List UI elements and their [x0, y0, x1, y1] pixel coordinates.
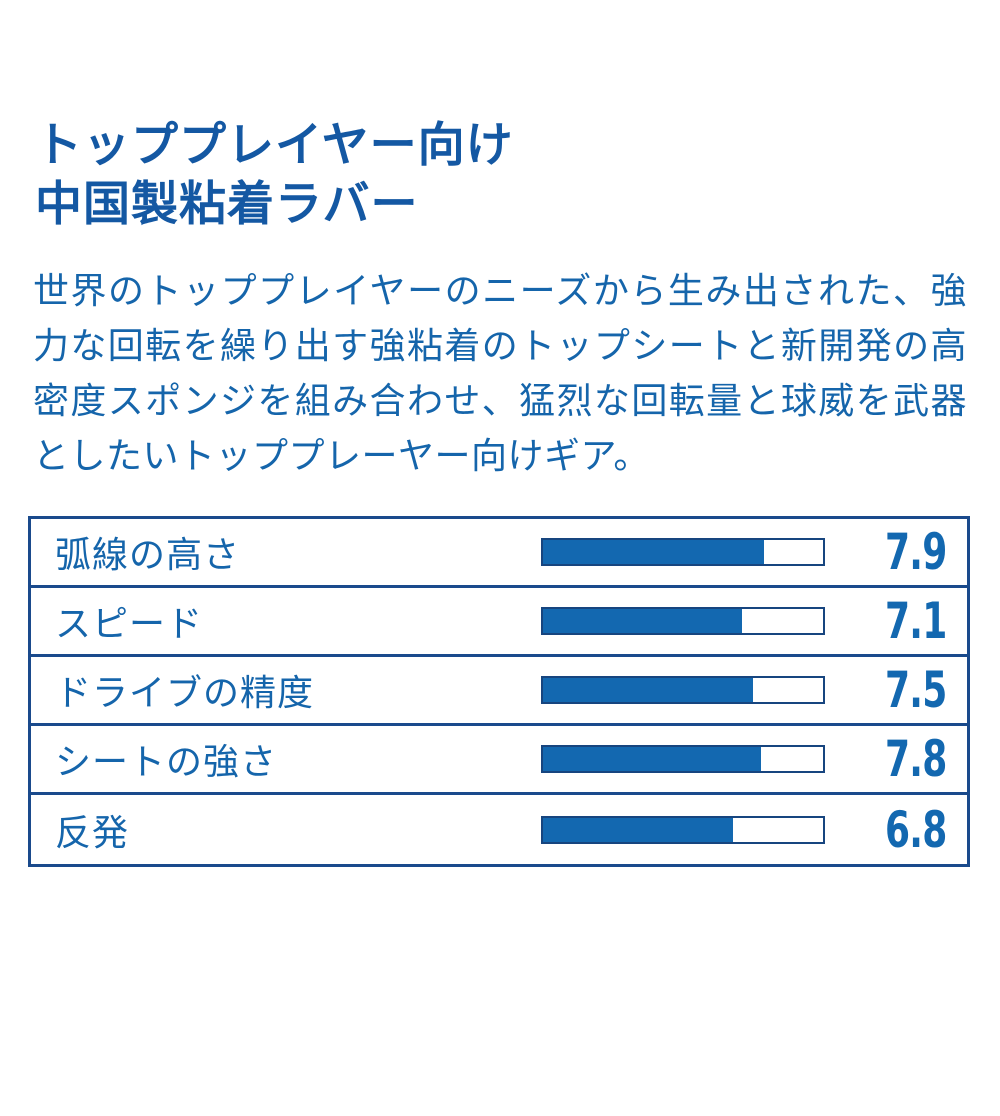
rating-label: ドライブの精度 [55, 673, 315, 714]
rating-table: 弧線の高さ 7.9 スピード 7.1 ドライブの精度 7.5 シートの強さ 7. [28, 516, 970, 867]
rating-label: 反発 [55, 812, 130, 854]
rating-value-number: 7.8 [885, 730, 947, 788]
rating-label: スピード [55, 604, 204, 645]
page-title: トッププレイヤー向け 中国製粘着ラバー [35, 116, 965, 234]
rating-bar [541, 815, 825, 844]
title-line-1: トッププレイヤー向け [35, 118, 514, 173]
rating-row: シートの強さ 7.8 [31, 726, 967, 795]
rating-bar-fill [543, 540, 765, 564]
rating-bar [541, 538, 825, 566]
rating-value-number: 6.8 [885, 800, 947, 859]
rating-row: ドライブの精度 7.5 [31, 657, 967, 726]
rating-label: シートの強さ [55, 742, 278, 783]
rating-value-number: 7.5 [885, 661, 947, 719]
rating-bar-fill [543, 747, 762, 771]
rating-bar [541, 745, 825, 773]
rating-value-number: 7.9 [885, 523, 947, 581]
product-description-text: 世界のトッププレイヤーのニーズから生み出された、強力な回転を繰り出す強粘着のトッ… [33, 271, 967, 477]
rating-bar-fill [543, 817, 734, 842]
rating-row: 反発 6.8 [31, 795, 967, 864]
rating-bar [541, 607, 825, 635]
title-line-2: 中国製粘着ラバー [35, 177, 419, 232]
rating-value: 6.8 [825, 805, 967, 855]
rating-value: 7.5 [825, 665, 967, 715]
rating-value-number: 7.1 [885, 592, 947, 650]
rating-value: 7.1 [825, 596, 967, 646]
product-description-page: トッププレイヤー向け 中国製粘着ラバー 世界のトッププレイヤーのニーズから生み出… [0, 116, 1000, 1116]
rating-row: 弧線の高さ 7.9 [31, 519, 967, 588]
rating-bar-fill [543, 609, 742, 633]
rating-value: 7.8 [825, 734, 967, 784]
rating-bar [541, 676, 825, 704]
rating-row: スピード 7.1 [31, 588, 967, 657]
rating-value: 7.9 [825, 527, 967, 577]
rating-bar-fill [543, 678, 753, 702]
rating-label: 弧線の高さ [55, 535, 241, 576]
